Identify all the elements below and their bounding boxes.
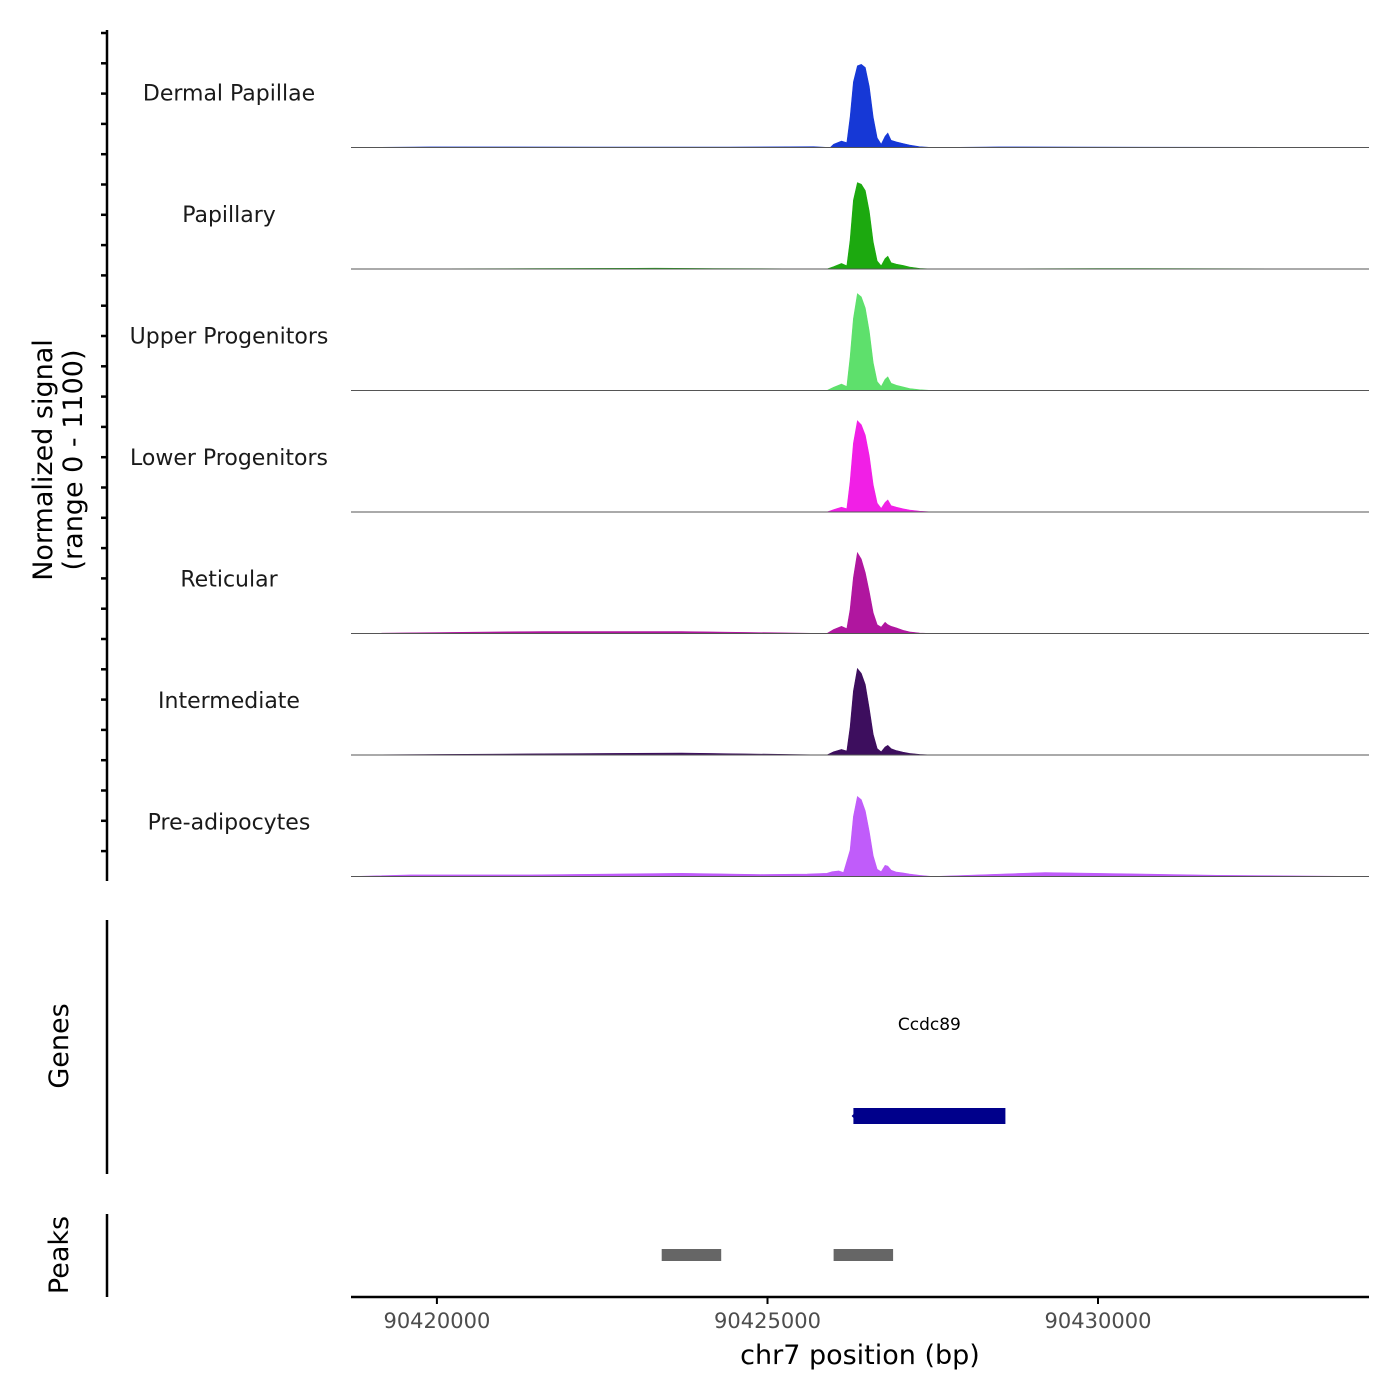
track-lower-progenitors: Lower Progenitors <box>130 420 1369 513</box>
track-label: Intermediate <box>158 689 300 714</box>
signal-area <box>350 795 1370 877</box>
track-upper-progenitors: Upper Progenitors <box>130 293 1369 391</box>
signal-axis-range: (range 0 - 1100) <box>58 350 89 571</box>
gene-track: Ccdc89 <box>851 1015 1006 1124</box>
signal-area <box>350 667 1369 756</box>
genes-axis-title: Genes <box>44 1003 75 1088</box>
track-label: Lower Progenitors <box>130 446 328 471</box>
strand-arrow <box>851 1109 861 1123</box>
x-tick-label: 90425000 <box>714 1309 821 1333</box>
coverage-tracks: Dermal Papillae Papillary Upper Progenitor… <box>130 63 1370 877</box>
peak-region <box>833 1249 894 1261</box>
signal-area <box>351 420 1369 513</box>
signal-area <box>350 63 1370 148</box>
track-papillary: Papillary <box>182 182 1370 270</box>
track-label: Reticular <box>180 568 278 593</box>
track-intermediate: Intermediate <box>158 667 1369 756</box>
track-label: Pre-adipocytes <box>148 811 311 836</box>
track-reticular: Reticular <box>180 551 1369 634</box>
track-label: Upper Progenitors <box>130 325 329 350</box>
signal-axis-title: Normalized signal <box>28 339 59 581</box>
x-tick-label: 90420000 <box>383 1309 490 1333</box>
peak-region <box>661 1249 722 1261</box>
track-pre-adipocytes: Pre-adipocytes <box>148 795 1370 877</box>
x-tick-label: 90430000 <box>1045 1309 1152 1333</box>
gene-label: Ccdc89 <box>898 1015 961 1035</box>
peaks-axis-title: Peaks <box>44 1216 75 1294</box>
track-label: Papillary <box>182 203 276 228</box>
peak-track <box>661 1249 894 1261</box>
x-axis-title: chr7 position (bp) <box>740 1340 980 1371</box>
track-label: Dermal Papillae <box>143 82 315 107</box>
x-axis-ticks: 90420000 90425000 90430000 <box>383 1297 1151 1333</box>
track-dermal-papillae: Dermal Papillae <box>143 63 1370 148</box>
signal-area <box>351 293 1369 391</box>
signal-area <box>350 551 1369 634</box>
gene-body <box>853 1108 1006 1124</box>
signal-area <box>350 182 1370 270</box>
